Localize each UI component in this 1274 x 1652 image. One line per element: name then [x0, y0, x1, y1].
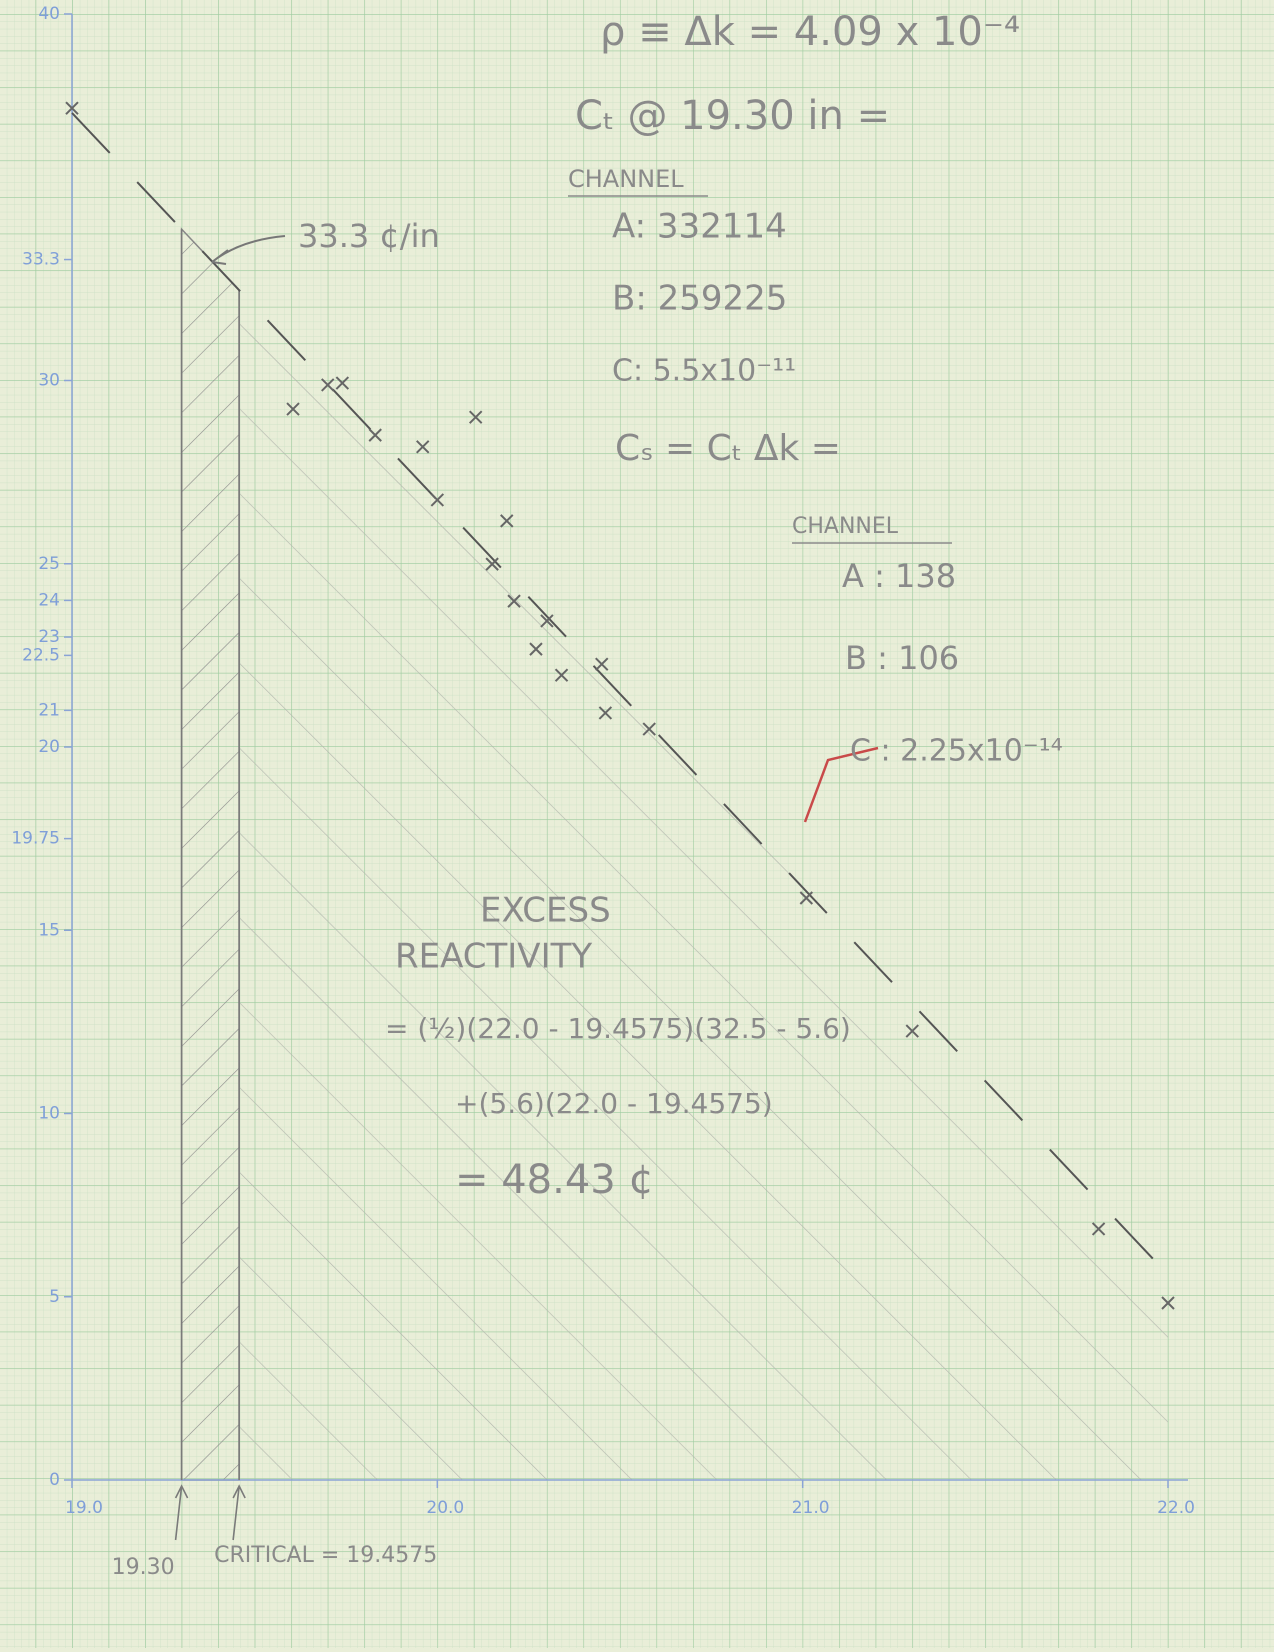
annotation: CHANNEL — [792, 514, 899, 539]
y-tick-label: 22.5 — [22, 645, 60, 665]
marker-label: CRITICAL = 19.4575 — [214, 1543, 437, 1568]
annotation: A: 332114 — [612, 207, 787, 247]
annotation: Cₛ = Cₜ Δk = — [615, 428, 841, 469]
x-tick-label: 21.0 — [792, 1498, 830, 1518]
annotation: A : 138 — [842, 557, 956, 595]
y-tick-label: 19.75 — [11, 829, 60, 849]
annotation: B: 259225 — [612, 279, 787, 319]
x-tick-label: 20.0 — [426, 1498, 464, 1518]
annotation: ρ ≡ Δk = 4.09 x 10⁻⁴ — [600, 9, 1020, 55]
annotation: = (½)(22.0 - 19.4575)(32.5 - 5.6) — [385, 1012, 851, 1045]
y-tick-label: 21 — [38, 700, 60, 720]
y-tick-label: 23 — [38, 627, 60, 647]
annotation: C : 2.25x10⁻¹⁴ — [850, 734, 1063, 769]
annotation: CHANNEL — [568, 165, 684, 193]
annotation: EXCESS — [480, 891, 611, 931]
y-tick-label: 0 — [49, 1470, 60, 1490]
x-tick-label: 22.0 — [1157, 1498, 1195, 1518]
y-tick-label: 40 — [38, 4, 60, 24]
annotation: REACTIVITY — [395, 937, 592, 977]
y-tick-label: 20 — [38, 737, 60, 757]
annotation: 33.3 ¢/in — [298, 217, 440, 255]
marker-label: 19.30 — [112, 1555, 175, 1580]
annotation: = 48.43 ¢ — [455, 1157, 654, 1203]
annotation: +(5.6)(22.0 - 19.4575) — [455, 1087, 773, 1120]
graph-paper-chart: 0 5 10 15 19.75 20 21 22.523 24 25 30 33.3 40 19.0 20.… — [0, 0, 1274, 1648]
y-tick-label: 10 — [38, 1104, 60, 1124]
y-tick-label: 5 — [49, 1287, 60, 1307]
y-tick-label: 24 — [38, 590, 60, 610]
y-tick-label: 33.3 — [22, 250, 60, 270]
annotation: C: 5.5x10⁻¹¹ — [612, 354, 796, 389]
y-tick-label: 25 — [38, 554, 60, 574]
y-tick-label: 30 — [38, 371, 60, 391]
x-tick-label: 19.0 — [65, 1498, 103, 1518]
annotation: B : 106 — [845, 639, 959, 677]
annotation: Cₜ @ 19.30 in = — [575, 93, 890, 139]
y-tick-label: 15 — [38, 920, 60, 940]
hatched-strip — [182, 229, 240, 1480]
